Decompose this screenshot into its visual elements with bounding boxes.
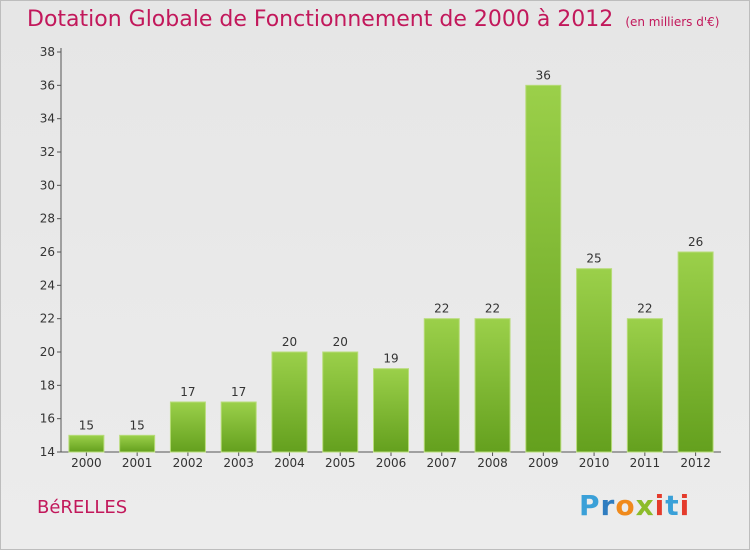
y-tick-label: 28 [40,212,55,226]
x-tick-label: 2008 [477,456,508,470]
data-label: 22 [485,302,500,316]
data-label: 19 [383,352,398,366]
commune-name: BéRELLES [37,497,128,518]
y-tick-label: 14 [40,445,55,459]
bar [220,401,257,453]
data-label: 15 [79,418,94,432]
bar [119,434,156,453]
y-tick-label: 30 [40,178,55,192]
data-label: 17 [180,385,195,399]
x-tick-label: 2003 [223,456,254,470]
data-label: 20 [282,335,297,349]
y-tick-label: 20 [40,345,55,359]
x-tick-label: 2000 [71,456,102,470]
y-tick-label: 16 [40,412,55,426]
bar [576,268,613,453]
x-tick-label: 2010 [579,456,610,470]
x-tick-label: 2002 [173,456,204,470]
chart-title: Dotation Globale de Fonctionnement de 20… [27,7,719,32]
x-tick-label: 2011 [630,456,661,470]
x-tick-label: 2005 [325,456,356,470]
bar [474,318,511,453]
chart-unit-label: (en milliers d'€) [625,15,720,29]
y-tick-label: 22 [40,312,55,326]
y-tick-label: 34 [40,112,55,126]
data-label: 20 [333,335,348,349]
bar [525,84,562,453]
bars [68,84,714,453]
bar [423,318,460,453]
data-label: 25 [586,252,601,266]
proxiti-logo: Proxiti [579,489,691,522]
x-tick-label: 2007 [426,456,457,470]
data-label: 17 [231,385,246,399]
y-tick-label: 38 [40,45,55,59]
x-tick-label: 2012 [680,456,711,470]
bar [68,434,105,453]
data-label: 22 [637,302,652,316]
y-tick-label: 32 [40,145,55,159]
bar [169,401,206,453]
bar [322,351,359,453]
y-tick-label: 36 [40,78,55,92]
x-tick-label: 2004 [274,456,305,470]
x-tick-label: 2009 [528,456,559,470]
axes: 14 16 18 20 22 24 26 28 30 32 34 36 38 2000 2001 2002 20… [40,45,721,470]
data-labels: 15 15 17 17 20 20 19 22 22 36 25 22 26 [79,68,704,432]
bar [677,251,714,453]
data-label: 22 [434,302,449,316]
y-tick-label: 26 [40,245,55,259]
chart-title-text: Dotation Globale de Fonctionnement de 20… [27,7,614,32]
bar [271,351,308,453]
bar [373,368,409,453]
data-label: 15 [130,418,145,432]
x-tick-label: 2001 [122,456,153,470]
bar [626,318,663,453]
y-tick-label: 18 [40,378,55,392]
x-tick-label: 2006 [376,456,407,470]
y-tick-label: 24 [40,278,55,292]
data-label: 36 [536,68,551,82]
data-label: 26 [688,235,703,249]
